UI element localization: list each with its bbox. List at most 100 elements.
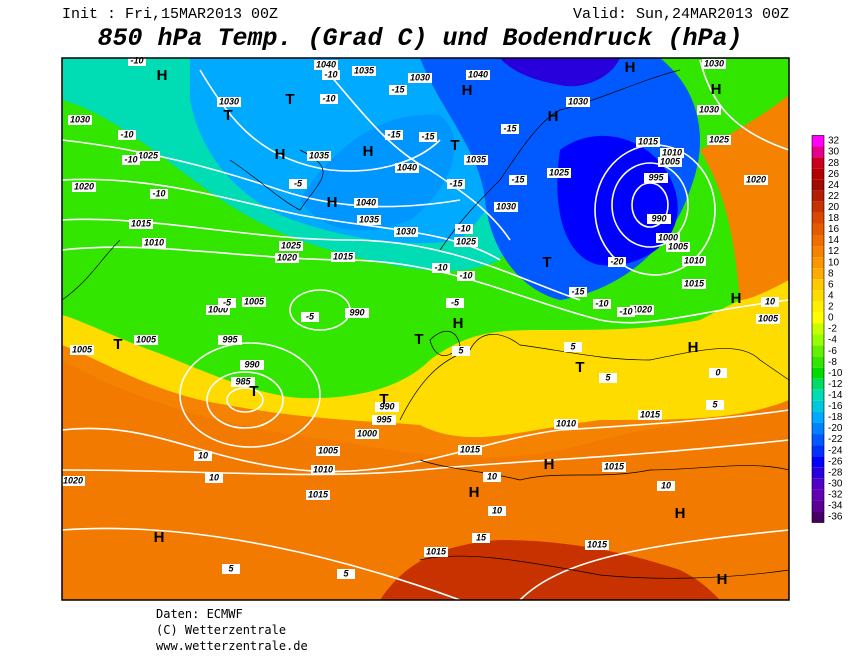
color-swatch <box>812 511 824 523</box>
isobar-label-box <box>142 238 166 248</box>
temperature-label: 5 <box>570 341 576 351</box>
isobar-label-box <box>638 410 662 420</box>
isobar-label-box <box>585 540 609 550</box>
isobar-label: 990 <box>379 401 394 411</box>
color-swatch <box>812 434 824 446</box>
temperature-label-box <box>617 307 635 317</box>
temperature-label: -10 <box>619 306 632 316</box>
temperature-label-box <box>446 298 464 308</box>
temperature-label-box <box>118 130 136 140</box>
isobar-label: 1010 <box>684 255 704 265</box>
isobar-label: 985 <box>235 376 251 386</box>
map-labels: 1030102510201015101010051000995100510059… <box>61 55 780 588</box>
scale-label: 0 <box>828 313 834 324</box>
isobar-label: 1025 <box>281 240 302 250</box>
isobar-label-box <box>554 419 578 429</box>
isobar-label-box <box>408 73 432 83</box>
color-swatch <box>812 168 824 180</box>
pressure-center: H <box>453 315 464 332</box>
temperature-label-box <box>432 263 450 273</box>
temperature-label: 5 <box>712 399 718 409</box>
website: www.wetterzentrale.de <box>156 639 308 653</box>
scale-label: -24 <box>828 445 843 456</box>
isobar-label: 1025 <box>456 236 477 246</box>
isobar-label-box <box>394 227 418 237</box>
isobar-label-box <box>206 305 230 315</box>
pressure-center: T <box>542 254 551 271</box>
scale-label: 28 <box>828 158 840 169</box>
isobar-label-box <box>72 182 96 192</box>
isobar-label: 1015 <box>460 444 481 454</box>
isobar-label: 1005 <box>668 241 689 251</box>
scale-label: -14 <box>828 390 843 401</box>
isobar-label-box <box>630 305 654 315</box>
isobar-label-box <box>660 148 684 158</box>
isobar-label-box <box>682 256 706 266</box>
isobar-label: 990 <box>244 359 259 369</box>
scale-label: 24 <box>828 180 840 191</box>
color-swatch <box>812 423 824 435</box>
temperature-label-box <box>599 373 617 383</box>
isobar-label-box <box>231 377 255 387</box>
pressure-center: T <box>113 336 122 353</box>
data-source: Daten: ECMWF <box>156 607 243 621</box>
scale-label: -16 <box>828 401 843 412</box>
color-swatch <box>812 179 824 191</box>
color-swatch <box>812 212 824 224</box>
scale-label: -6 <box>828 346 837 357</box>
color-swatch <box>812 301 824 313</box>
isobar-label-box <box>644 173 668 183</box>
color-swatch <box>812 157 824 169</box>
isobar-label-box <box>464 155 488 165</box>
map-title: 850 hPa Temp. (Grad C) und Bodendruck (h… <box>97 24 742 53</box>
isobar-label: 1030 <box>699 104 719 114</box>
isobar-label-box <box>354 198 378 208</box>
isobar-label-box <box>666 242 690 252</box>
isobar-label-box <box>707 135 731 145</box>
isobar-label-box <box>331 252 355 262</box>
temperature-label-box <box>419 132 437 142</box>
pressure-center: H <box>154 529 165 546</box>
isobar-label-box <box>240 360 264 370</box>
color-swatch <box>812 135 824 147</box>
temperature-label: 5 <box>458 345 464 355</box>
temperature-label-box <box>452 346 470 356</box>
temperature-label: 10 <box>198 450 208 460</box>
isobar-label: 1015 <box>333 251 354 261</box>
isobar-label: 1005 <box>758 313 779 323</box>
color-swatch <box>812 445 824 457</box>
isobar-label: 1035 <box>354 65 375 75</box>
isobar-label-box <box>345 308 369 318</box>
isobar-label-box <box>306 490 330 500</box>
isobar-label-box <box>372 415 396 425</box>
pressure-center: H <box>717 571 728 588</box>
scale-label: 2 <box>828 302 834 313</box>
isobar-label-box <box>424 547 448 557</box>
temperature-label-box <box>222 564 240 574</box>
pressure-center: T <box>379 391 388 408</box>
temperature-label-box <box>501 124 519 134</box>
temperature-label-box <box>488 506 506 516</box>
isobar-label: 1020 <box>746 174 766 184</box>
temperature-label: -10 <box>459 270 472 280</box>
isobar-label: 1040 <box>397 162 417 172</box>
pressure-center: H <box>462 82 473 99</box>
isobar-label-box <box>547 168 571 178</box>
isobar-label: 1000 <box>357 428 377 438</box>
temperature-label: -5 <box>294 178 303 188</box>
temperature-label-box <box>122 155 140 165</box>
isobar-label-box <box>134 335 158 345</box>
scale-label: -12 <box>828 379 843 390</box>
isobar-label-box <box>275 253 299 263</box>
isobar-label: 1010 <box>313 464 333 474</box>
pressure-center: H <box>544 456 555 473</box>
isobar-label: 995 <box>648 172 664 182</box>
pressure-center: H <box>548 108 559 125</box>
isobar-label-box <box>454 237 478 247</box>
temperature-label-box <box>447 179 465 189</box>
scale-frame <box>811 135 825 523</box>
temperature-label: 5 <box>343 568 349 578</box>
color-swatch <box>812 290 824 302</box>
color-swatch <box>812 312 824 324</box>
isobar-label-box <box>702 59 726 69</box>
